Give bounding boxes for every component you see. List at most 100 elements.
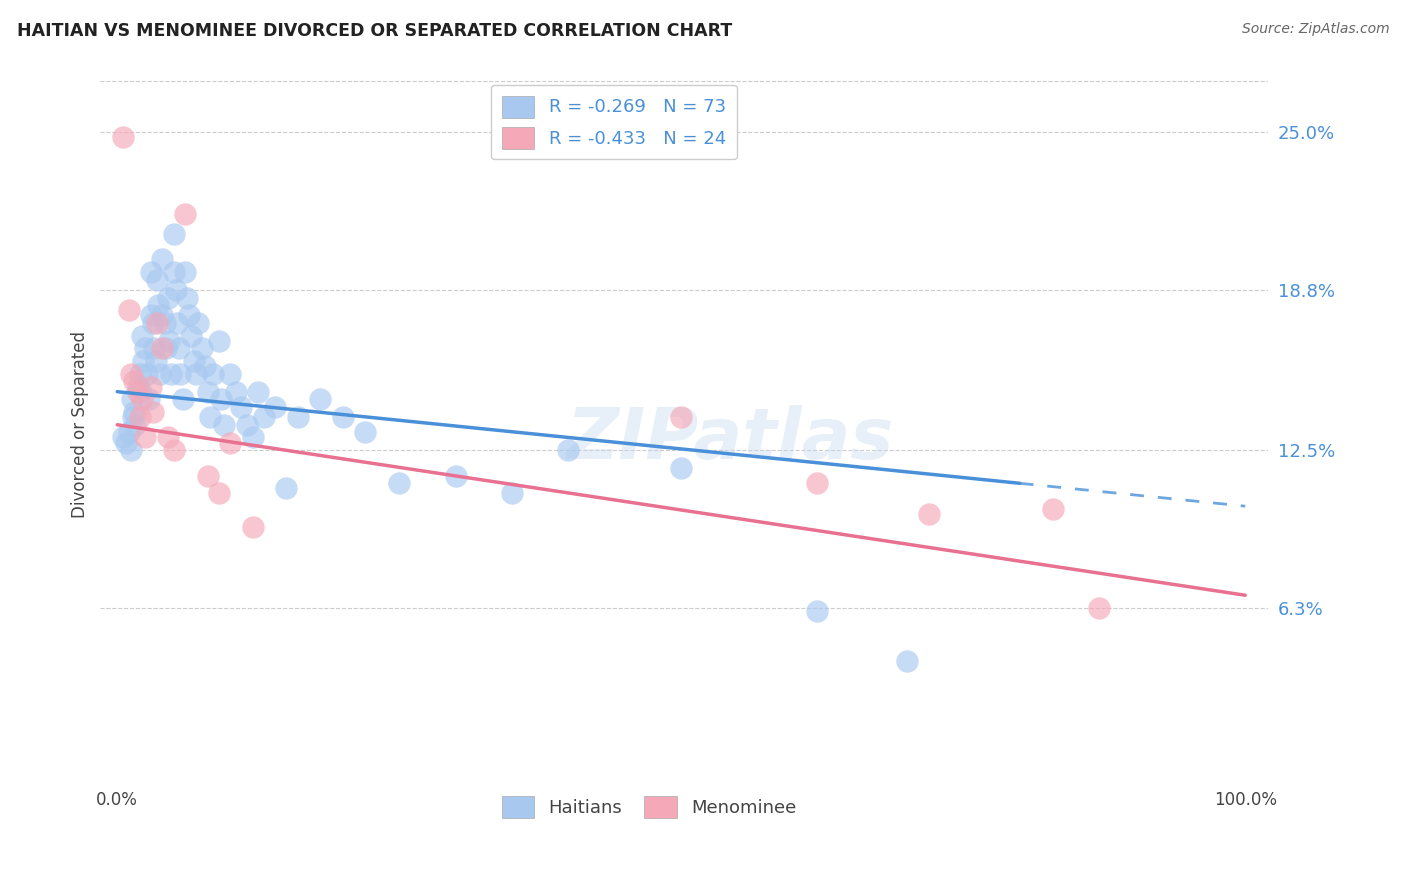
Point — [138, 392, 160, 407]
Point — [117, 425, 139, 440]
Point — [172, 392, 194, 407]
Point — [153, 316, 176, 330]
Point — [142, 405, 165, 419]
Point — [264, 400, 287, 414]
Point — [129, 384, 152, 399]
Point — [134, 430, 156, 444]
Point — [163, 265, 186, 279]
Point — [208, 486, 231, 500]
Point — [174, 265, 197, 279]
Point — [918, 507, 941, 521]
Point — [194, 359, 217, 374]
Text: ZIPatlas: ZIPatlas — [567, 404, 894, 474]
Point — [169, 342, 191, 356]
Point — [174, 206, 197, 220]
Point — [176, 291, 198, 305]
Point — [127, 379, 149, 393]
Point — [287, 410, 309, 425]
Point — [145, 316, 167, 330]
Point — [163, 443, 186, 458]
Point — [157, 334, 180, 348]
Point — [135, 367, 157, 381]
Point — [208, 334, 231, 348]
Point — [139, 265, 162, 279]
Point — [111, 130, 134, 145]
Point — [131, 328, 153, 343]
Point — [671, 461, 693, 475]
Point — [219, 435, 242, 450]
Point — [120, 443, 142, 458]
Point — [444, 468, 467, 483]
Point — [145, 273, 167, 287]
Point — [163, 227, 186, 241]
Point — [225, 384, 247, 399]
Point — [131, 392, 153, 407]
Point — [146, 298, 169, 312]
Point — [219, 367, 242, 381]
Point — [157, 291, 180, 305]
Point — [242, 519, 264, 533]
Point — [557, 443, 579, 458]
Point — [120, 367, 142, 381]
Point — [197, 384, 219, 399]
Point — [165, 283, 187, 297]
Point — [896, 654, 918, 668]
Point — [332, 410, 354, 425]
Point — [354, 425, 377, 440]
Point — [160, 367, 183, 381]
Point — [145, 354, 167, 368]
Point — [122, 410, 145, 425]
Point — [180, 328, 202, 343]
Point — [132, 354, 155, 368]
Point — [179, 309, 201, 323]
Point — [309, 392, 332, 407]
Point — [247, 384, 270, 399]
Point — [143, 342, 166, 356]
Point — [806, 476, 828, 491]
Point — [187, 316, 209, 330]
Point — [150, 252, 173, 267]
Point — [197, 468, 219, 483]
Point — [214, 417, 236, 432]
Point — [115, 435, 138, 450]
Point — [1042, 501, 1064, 516]
Point — [242, 430, 264, 444]
Point — [150, 309, 173, 323]
Point — [388, 476, 411, 491]
Point — [209, 392, 232, 407]
Point — [198, 410, 221, 425]
Point — [1087, 601, 1109, 615]
Point — [191, 342, 214, 356]
Point — [139, 379, 162, 393]
Point — [150, 342, 173, 356]
Point — [121, 392, 143, 407]
Point — [127, 384, 149, 399]
Point — [183, 354, 205, 368]
Point — [149, 367, 172, 381]
Text: Source: ZipAtlas.com: Source: ZipAtlas.com — [1241, 22, 1389, 37]
Point — [128, 367, 150, 381]
Point — [134, 342, 156, 356]
Point — [157, 430, 180, 444]
Point — [806, 603, 828, 617]
Point — [169, 367, 191, 381]
Point — [142, 316, 165, 330]
Point — [501, 486, 523, 500]
Point — [124, 417, 146, 432]
Text: HAITIAN VS MENOMINEE DIVORCED OR SEPARATED CORRELATION CHART: HAITIAN VS MENOMINEE DIVORCED OR SEPARAT… — [17, 22, 733, 40]
Legend: Haitians, Menominee: Haitians, Menominee — [495, 789, 804, 825]
Y-axis label: Divorced or Separated: Divorced or Separated — [72, 331, 89, 518]
Point — [276, 482, 298, 496]
Point — [231, 400, 253, 414]
Point — [122, 405, 145, 419]
Point — [111, 430, 134, 444]
Point — [186, 367, 208, 381]
Point — [671, 410, 693, 425]
Point — [236, 417, 259, 432]
Point — [166, 316, 188, 330]
Point — [117, 303, 139, 318]
Point — [128, 410, 150, 425]
Point — [202, 367, 225, 381]
Point — [253, 410, 276, 425]
Point — [139, 309, 162, 323]
